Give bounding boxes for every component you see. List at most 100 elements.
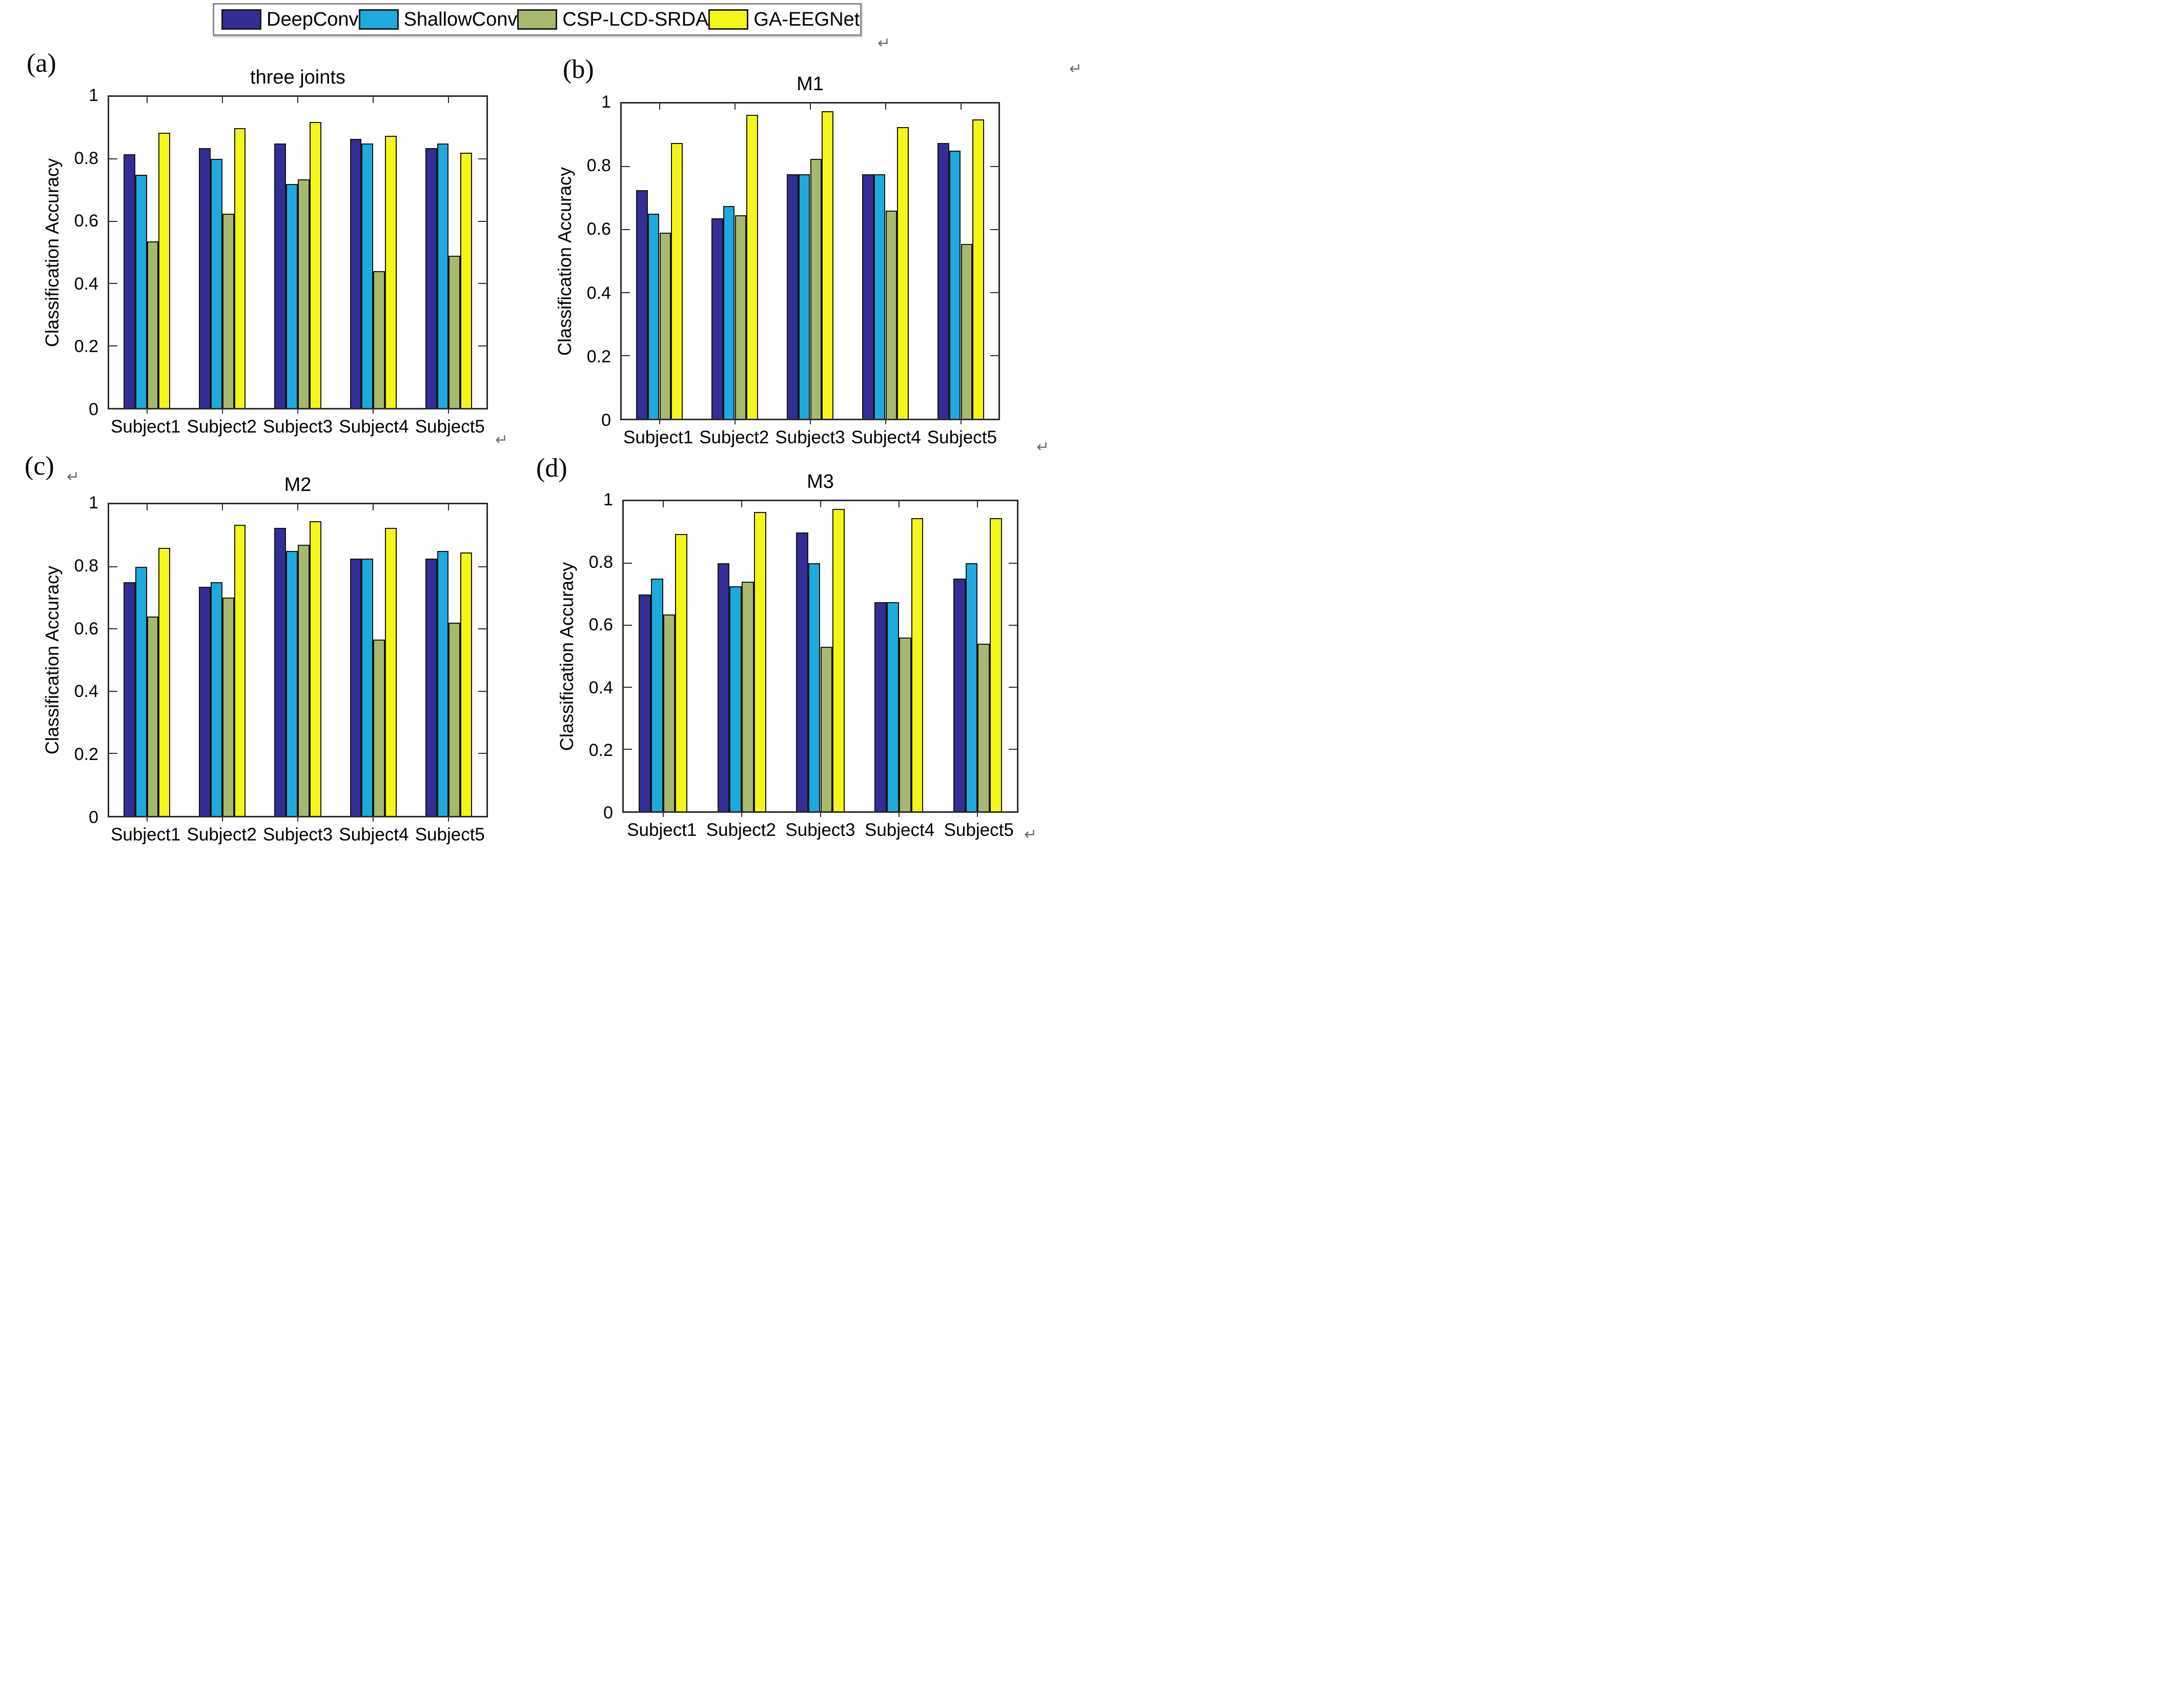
y-tick-label: 0.8 xyxy=(588,552,613,572)
y-axis-label: Classification Accuracy xyxy=(554,167,575,356)
x-tick-mark-top xyxy=(662,501,664,507)
legend-swatch-icon xyxy=(708,9,749,30)
bar-deepconv-subject4 xyxy=(862,174,874,419)
x-tick-label: Subject1 xyxy=(111,417,181,437)
x-tick-mark-bottom xyxy=(146,409,148,414)
x-tick-label: Subject4 xyxy=(864,820,935,840)
bar-ga-eegnet-subject1 xyxy=(158,132,171,408)
x-tick-mark-top xyxy=(448,504,450,510)
figure-page: DeepConv ShallowConv CSP-LCD-SRDA GA-EEGNet… xyxy=(0,0,1092,846)
y-tick-mark xyxy=(109,628,117,630)
bar-ga-eegnet-subject4 xyxy=(385,135,397,408)
y-tick-mark xyxy=(109,690,117,692)
x-tick-mark-top xyxy=(734,104,736,110)
x-tick-mark-bottom xyxy=(820,813,821,817)
y-tick-label: 1 xyxy=(603,490,613,509)
y-tick-label: 0.2 xyxy=(586,346,611,366)
y-tick-label: 0.6 xyxy=(588,615,613,635)
y-tick-label: 0.4 xyxy=(586,283,611,303)
y-tick-mark xyxy=(109,345,117,346)
bar-csp-lcd-srda-subject2 xyxy=(222,213,234,408)
bar-csp-lcd-srda-subject4 xyxy=(899,638,911,811)
x-tick-mark-top xyxy=(659,104,660,110)
bar-csp-lcd-srda-subject5 xyxy=(448,623,461,816)
bar-shallowconv-subject4 xyxy=(361,143,374,408)
x-tick-label: Subject5 xyxy=(944,820,1014,840)
y-tick-mark xyxy=(1009,749,1017,750)
y-tick-mark xyxy=(624,625,632,626)
y-tick-label: 0.6 xyxy=(586,219,611,239)
x-tick-mark-top xyxy=(809,104,811,110)
y-axis-label: Classification Accuracy xyxy=(42,565,63,755)
x-tick-mark-top xyxy=(146,97,148,103)
bar-deepconv-subject5 xyxy=(425,559,437,816)
x-tick-mark-bottom xyxy=(221,409,223,414)
x-tick-mark-top xyxy=(885,104,886,110)
panel-label-a: (a) xyxy=(27,49,56,78)
bar-shallowconv-subject2 xyxy=(210,582,222,816)
legend-item-deepconv: DeepConv xyxy=(221,9,359,30)
y-tick-label: 0 xyxy=(89,400,98,419)
y-tick-label: 0 xyxy=(89,808,98,827)
legend-label: CSP-LCD-SRDA xyxy=(562,9,709,30)
bar-ga-eegnet-subject4 xyxy=(897,127,909,419)
bar-deepconv-subject1 xyxy=(123,154,135,408)
chart-title: three joints xyxy=(250,67,345,88)
bar-shallowconv-subject3 xyxy=(286,183,298,408)
panel-label-c: (c) xyxy=(25,451,54,481)
x-tick-mark-top xyxy=(297,97,298,103)
y-tick-mark xyxy=(478,628,486,630)
bar-ga-eegnet-subject5 xyxy=(972,119,985,419)
bar-deepconv-subject3 xyxy=(786,174,799,419)
legend-item-csp-lcd-srda: CSP-LCD-SRDA xyxy=(517,9,708,30)
bar-shallowconv-subject2 xyxy=(210,159,222,408)
bar-ga-eegnet-subject5 xyxy=(460,552,473,816)
bar-shallowconv-subject3 xyxy=(286,551,298,816)
bar-shallowconv-subject2 xyxy=(723,206,735,419)
y-tick-mark xyxy=(622,229,630,230)
x-tick-label: Subject5 xyxy=(415,417,485,437)
x-tick-mark-top xyxy=(448,97,450,103)
chart-m2: M2 Classification Accuracy 0 0.2 0.4 0.6 0.8… xyxy=(42,474,488,844)
chart-m1: M1 Classification Accuracy 0 0.2 0.4 0.6 0.8… xyxy=(554,73,1000,446)
bar-deepconv-subject1 xyxy=(639,594,651,811)
y-tick-mark xyxy=(109,753,117,754)
bar-csp-lcd-srda-subject2 xyxy=(222,598,234,816)
plot-area xyxy=(620,102,1000,424)
return-mark-icon: ↵ xyxy=(877,35,891,52)
bar-ga-eegnet-subject2 xyxy=(746,114,759,419)
chart-m3: M3 Classification Accuracy 0 0.2 0.4 0.6 0.8… xyxy=(556,471,1018,839)
legend-swatch-icon xyxy=(517,9,558,30)
x-tick-mark-bottom xyxy=(221,817,223,822)
bar-ga-eegnet-subject5 xyxy=(460,153,473,408)
y-tick-label: 0.2 xyxy=(588,740,613,760)
bar-csp-lcd-srda-subject1 xyxy=(659,233,671,419)
y-tick-mark xyxy=(478,753,486,754)
y-tick-mark xyxy=(990,166,998,167)
y-tick-label: 0.6 xyxy=(74,211,98,231)
bar-ga-eegnet-subject2 xyxy=(234,128,246,408)
x-tick-label: Subject3 xyxy=(262,825,333,845)
plot-area xyxy=(108,95,488,414)
y-tick-mark xyxy=(990,292,998,293)
bar-deepconv-subject4 xyxy=(350,559,362,816)
x-tick-mark-top xyxy=(297,504,298,510)
chart-title: M2 xyxy=(284,474,312,496)
bar-deepconv-subject1 xyxy=(636,190,648,419)
bar-shallowconv-subject2 xyxy=(729,586,742,811)
bar-ga-eegnet-subject1 xyxy=(158,548,171,816)
bar-ga-eegnet-subject3 xyxy=(309,121,321,408)
bar-shallowconv-subject5 xyxy=(965,563,978,811)
bar-ga-eegnet-subject2 xyxy=(234,524,246,816)
y-tick-mark xyxy=(109,220,117,222)
return-mark-icon: ↵ xyxy=(67,468,80,485)
x-tick-mark-bottom xyxy=(373,817,374,822)
bar-deepconv-subject5 xyxy=(953,579,966,811)
bar-csp-lcd-srda-subject3 xyxy=(810,158,822,419)
x-tick-mark-bottom xyxy=(659,420,660,424)
x-tick-mark-bottom xyxy=(146,817,148,822)
y-tick-mark xyxy=(1009,625,1017,626)
y-tick-mark xyxy=(1009,687,1017,688)
y-tick-label: 0 xyxy=(601,411,611,430)
bar-deepconv-subject2 xyxy=(711,218,723,419)
